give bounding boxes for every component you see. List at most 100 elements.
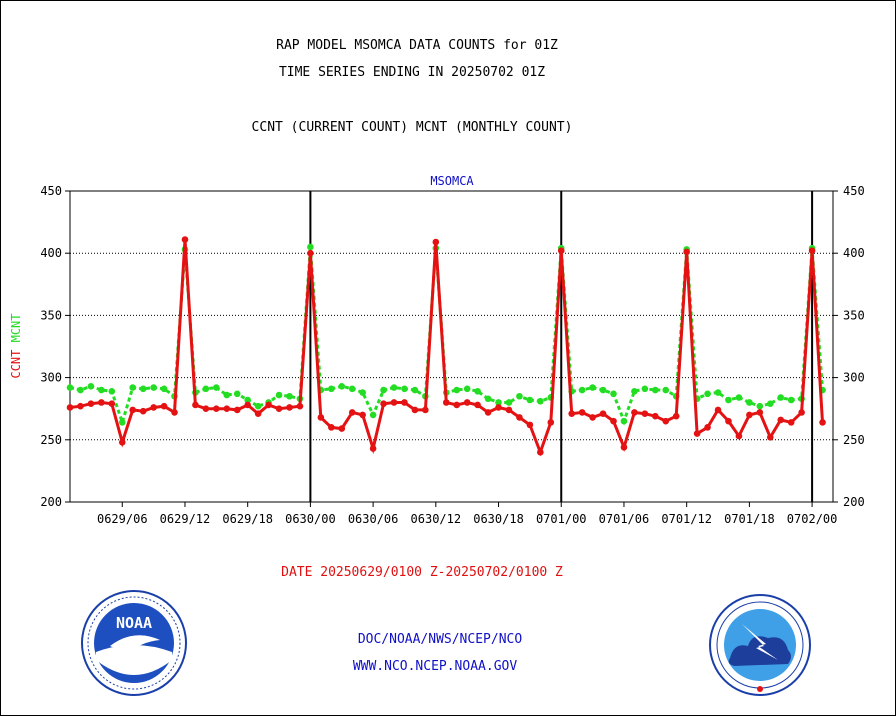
y-tick-label-right-450: 450	[843, 184, 865, 198]
x-tick-label-9: 0701/12	[661, 512, 712, 526]
ccnt-point-5	[118, 438, 126, 446]
mcnt-point-18	[254, 402, 262, 410]
chart-title-line2: TIME SERIES ENDING IN 20250702 01Z	[278, 65, 546, 80]
ccnt-point-10	[171, 409, 178, 416]
ccnt-point-42	[505, 406, 513, 414]
y-tick-label-left-350: 350	[40, 308, 62, 322]
mcnt-point-44	[526, 396, 534, 404]
x-tick-label-1: 0629/12	[160, 512, 211, 526]
mcnt-point-50	[589, 384, 596, 391]
mcnt-point-4	[108, 387, 116, 395]
station-label: MSOMCA	[430, 174, 474, 188]
x-tick-label-8: 0701/06	[599, 512, 650, 526]
y-tick-label-left-250: 250	[40, 433, 62, 447]
x-tick-label-3: 0630/00	[285, 512, 336, 526]
noaa-logo[interactable]: NOAA	[80, 590, 188, 696]
mcnt-point-7	[139, 385, 147, 393]
ccnt-point-11	[181, 236, 189, 243]
ccnt-point-20	[275, 405, 283, 413]
grid-lines	[70, 252, 833, 441]
mcnt-point-51	[599, 386, 607, 394]
mcnt-point-64	[735, 394, 743, 401]
mcnt-point-40	[484, 395, 492, 403]
ccnt-point-32	[401, 399, 408, 406]
x-tick-label-10: 0701/18	[724, 512, 775, 526]
ccnt-point-61	[704, 424, 711, 431]
ccnt-point-6	[129, 406, 137, 414]
mcnt-point-26	[338, 383, 346, 390]
ccnt-point-14	[213, 405, 220, 413]
ccnt-point-59	[683, 248, 690, 256]
mcnt-point-67	[766, 400, 774, 408]
ccnt-point-31	[390, 399, 398, 406]
ccnt-point-58	[672, 412, 680, 420]
ccnt-point-62	[714, 406, 722, 414]
y-axis-right: 200 250 300 350 400 450	[833, 184, 865, 509]
mcnt-point-61	[704, 390, 711, 398]
ccnt-point-36	[442, 399, 450, 406]
date-range-label: DATE 20250629/0100 Z-20250702/0100 Z	[281, 565, 563, 580]
y-tick-label-left-400: 400	[40, 246, 62, 260]
ccnt-point-48	[568, 410, 575, 417]
mcnt-point-57	[662, 386, 670, 394]
ccnt-point-2	[87, 400, 95, 408]
mcnt-point-45	[537, 397, 544, 405]
ccnt-point-24	[317, 414, 325, 421]
ccnt-point-35	[432, 238, 440, 246]
ccnt-point-68	[777, 416, 785, 424]
mcnt-point-31	[390, 384, 398, 391]
x-tick-label-2: 0629/18	[222, 512, 273, 526]
ccnt-point-16	[233, 406, 241, 414]
svg-text:CCNT MCNT: CCNT MCNT	[9, 313, 23, 378]
day-divider-lines	[309, 191, 814, 502]
nco-doc-link[interactable]: DOC/NOAA/NWS/NCEP/NCO	[357, 632, 523, 647]
ccnt-point-37	[453, 401, 461, 409]
x-tick-label-11: 0702/00	[787, 512, 838, 526]
ccnt-point-43	[516, 414, 523, 421]
ccnt-point-47	[557, 247, 565, 255]
mcnt-point-68	[777, 394, 785, 401]
ccnt-point-41	[495, 404, 502, 411]
ccnt-point-64	[735, 432, 743, 440]
ccnt-line	[69, 239, 824, 457]
mcnt-point-42	[505, 399, 513, 406]
chart-title-line1: RAP MODEL MSOMCA DATA COUNTS for 01Z	[276, 38, 558, 53]
ccnt-point-55	[641, 410, 649, 417]
ccnt-point-70	[798, 409, 805, 416]
x-tick-label-5: 0630/12	[411, 512, 462, 526]
mcnt-point-9	[160, 385, 168, 393]
ccnt-point-12	[192, 401, 199, 409]
mcnt-point-29	[369, 411, 377, 419]
mcnt-point-65	[746, 399, 753, 406]
mcnt-point-16	[233, 390, 241, 398]
chart-subtitle: CCNT (CURRENT COUNT) MCNT (MONTHLY COUNT…	[251, 120, 573, 135]
ccnt-point-71	[808, 247, 816, 255]
ccnt-point-49	[578, 409, 586, 416]
mcnt-point-21	[286, 392, 293, 400]
mcnt-point-62	[714, 389, 722, 396]
y-tick-label-right-250: 250	[843, 433, 865, 447]
ccnt-point-17	[244, 401, 251, 409]
ccnt-point-30	[380, 400, 387, 408]
mcnt-point-13	[202, 385, 210, 393]
mcnt-point-33	[411, 386, 419, 394]
ccnt-point-8	[150, 404, 157, 411]
mcnt-point-1	[77, 386, 84, 394]
ccnt-point-4	[108, 400, 116, 408]
mcnt-point-5	[118, 419, 126, 426]
x-tick-label-7: 0701/00	[536, 512, 587, 526]
y-label-ccnt: CCNT	[9, 350, 23, 379]
mcnt-point-2	[87, 383, 95, 390]
ccnt-point-46	[547, 419, 555, 426]
ccnt-point-60	[693, 430, 701, 437]
nco-website-link[interactable]: WWW.NCO.NCEP.NOAA.GOV	[352, 659, 518, 674]
ccnt-point-13	[202, 405, 210, 413]
y-axis-label: CCNT MCNT	[9, 313, 23, 378]
mcnt-point-14	[213, 384, 220, 391]
ccnt-point-40	[484, 409, 492, 416]
y-tick-label-right-350: 350	[843, 308, 865, 322]
mcnt-point-39	[474, 387, 481, 395]
nws-logo[interactable]	[708, 594, 812, 696]
ccnt-point-18	[254, 410, 262, 417]
